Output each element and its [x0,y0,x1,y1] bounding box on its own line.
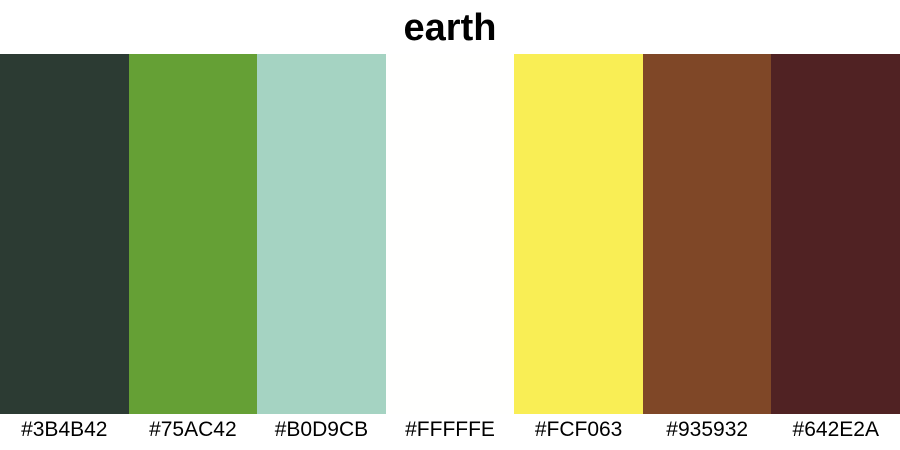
color-swatch [514,54,643,414]
hex-code-label: #935932 [666,418,749,441]
swatch-row [0,54,900,414]
hex-code-label: #FFFFFE [405,418,495,441]
color-swatch [0,54,129,414]
hex-code-label: #B0D9CB [274,418,369,441]
hex-code-label: #642E2A [792,418,879,441]
color-swatch [128,54,258,414]
hex-code-label: #3B4B42 [21,418,108,441]
palette-title: earth [403,7,497,49]
color-swatch [771,54,900,414]
hex-code-label: #75AC42 [149,418,237,441]
hex-label-row: #3B4B42 #75AC42 #B0D9CB #FFFFFE #FCF063 … [0,414,900,446]
hex-code-label: #FCF063 [534,418,623,441]
color-swatch [642,54,772,414]
color-swatch [257,54,386,414]
color-swatch [385,54,515,414]
